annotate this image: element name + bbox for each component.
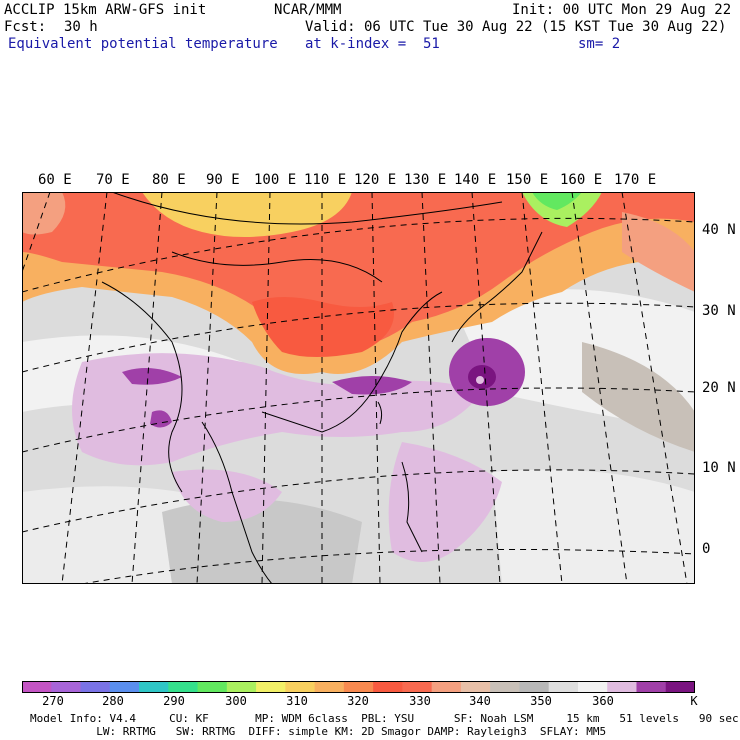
- lon-label: 130 E: [404, 172, 447, 188]
- border-line: [171, 251, 383, 283]
- colorbar-tick-label: 320: [347, 694, 369, 708]
- lilac-region: [388, 442, 502, 562]
- colorbar-swatch: [490, 681, 520, 693]
- lat-label: 30 N: [702, 303, 736, 319]
- organization-label: NCAR/MMM: [274, 2, 342, 18]
- border-line: [111, 192, 503, 225]
- purple-core: [150, 410, 172, 428]
- lilac-region: [172, 469, 282, 522]
- colorbar-swatch: [314, 681, 345, 693]
- colorbar-swatch: [373, 681, 403, 693]
- lon-label: 60 E: [38, 172, 72, 188]
- graticule: [22, 192, 695, 584]
- colorbar-swatch: [139, 681, 169, 693]
- colorbar-tick-label: 360: [592, 694, 614, 708]
- colorbar-tick-label: 270: [42, 694, 64, 708]
- salmon-patch: [22, 192, 66, 235]
- lon-label: 100 E: [254, 172, 297, 188]
- longitude-line: [621, 192, 688, 584]
- coastline-philippines: [401, 461, 423, 553]
- lon-label: 80 E: [152, 172, 186, 188]
- colorbar-swatch: [51, 681, 82, 693]
- lon-label: 170 E: [614, 172, 657, 188]
- colorbar-tick-label: 290: [163, 694, 185, 708]
- colorbar-unit: K: [690, 694, 698, 708]
- model-info-line1: Model Info: V4.4 CU: KF MP: WDM 6class P…: [30, 712, 739, 725]
- colorbar-swatch: [402, 681, 433, 693]
- lon-label: 70 E: [96, 172, 130, 188]
- colorbar-swatch: [519, 681, 550, 693]
- colorbar-swatch: [168, 681, 199, 693]
- colorbar-frame: [22, 681, 695, 693]
- colorbar-swatch: [607, 681, 637, 693]
- lilac-region: [72, 353, 482, 466]
- coastline-indochina: [201, 421, 273, 584]
- colorbar-swatch: [665, 681, 695, 693]
- lat-label: 40 N: [702, 222, 736, 238]
- lon-label: 90 E: [206, 172, 240, 188]
- colorbar-swatch: [22, 681, 52, 693]
- colorbar-swatch: [197, 681, 228, 693]
- colorbar: [22, 681, 695, 693]
- longitude-line: [22, 192, 51, 273]
- colorbar-swatch: [431, 681, 462, 693]
- colorbar-swatch: [256, 681, 286, 693]
- coastlines: [101, 192, 543, 584]
- lon-label: 160 E: [560, 172, 603, 188]
- typhoon-eye: [476, 376, 484, 384]
- red-core: [252, 297, 394, 357]
- field-name: Equivalent potential temperature: [8, 36, 278, 52]
- colorbar-swatch: [636, 681, 667, 693]
- colorbar-swatch: [343, 681, 374, 693]
- lon-label: 140 E: [454, 172, 497, 188]
- lat-label: 10 N: [702, 460, 736, 476]
- model-info-line2: LW: RRTMG SW: RRTMG DIFF: simple KM: 2D …: [30, 725, 607, 738]
- colorbar-swatch: [285, 681, 316, 693]
- colorbar-tick-label: 280: [102, 694, 124, 708]
- colorbar-swatch: [577, 681, 608, 693]
- colorbar-tick-label: 340: [469, 694, 491, 708]
- init-time: Init: 00 UTC Mon 29 Aug 22: [512, 2, 732, 18]
- orange-red-band: [22, 192, 695, 352]
- white-patch: [492, 469, 695, 584]
- colorbar-tick-label: 310: [286, 694, 308, 708]
- map-frame: [22, 192, 695, 584]
- smoothing-label: sm= 2: [578, 36, 621, 52]
- level-label: at k-index = 51: [305, 36, 440, 52]
- colorbar-swatch: [109, 681, 140, 693]
- grey-patch: [582, 342, 695, 452]
- green-core: [532, 192, 582, 210]
- lat-label: 0: [702, 541, 711, 557]
- equivalent-potential-temperature-map: [22, 192, 695, 584]
- lon-label: 120 E: [354, 172, 397, 188]
- colorbar-swatch: [548, 681, 579, 693]
- valid-time: Valid: 06 UTC Tue 30 Aug 22 (15 KST Tue …: [305, 19, 727, 35]
- coastline-india: [101, 281, 183, 493]
- purple-core: [332, 376, 412, 395]
- colorbar-swatch: [80, 681, 111, 693]
- grey-patch: [162, 499, 362, 584]
- coastline-japan: [451, 231, 543, 343]
- colorbar-swatch: [226, 681, 257, 693]
- purple-core: [122, 368, 182, 385]
- colorbar-tick-label: 330: [409, 694, 431, 708]
- colorbar-tick-label: 350: [530, 694, 552, 708]
- colorbar-tick-label: 300: [225, 694, 247, 708]
- coastline-china: [261, 291, 443, 433]
- yellow-patch: [142, 192, 352, 237]
- lat-label: 20 N: [702, 380, 736, 396]
- lon-label: 110 E: [304, 172, 347, 188]
- coastline-taiwan: [377, 401, 383, 425]
- model-title: ACCLIP 15km ARW-GFS init: [4, 2, 207, 18]
- forecast-hour: 30 h: [64, 19, 98, 35]
- colorbar-swatch: [460, 681, 491, 693]
- salmon-patch: [622, 212, 695, 292]
- lon-label: 150 E: [506, 172, 549, 188]
- forecast-label: Fcst:: [4, 19, 47, 35]
- latitude-line: [81, 548, 695, 584]
